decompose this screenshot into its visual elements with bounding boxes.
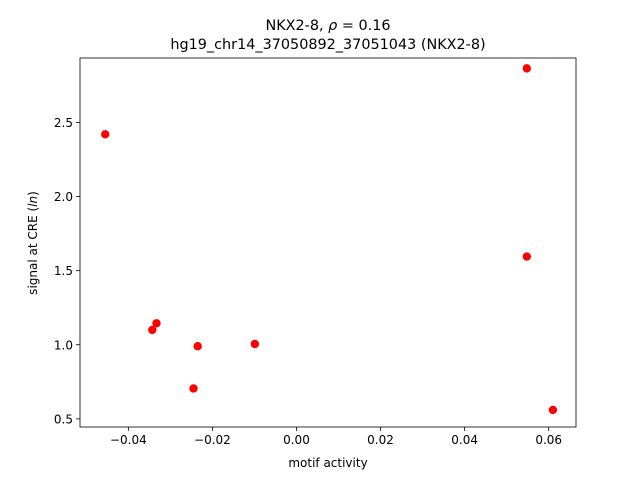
- data-point: [101, 130, 110, 139]
- data-point: [522, 252, 532, 261]
- title-rho: ρ: [328, 18, 337, 34]
- x-tick-label: 0.00: [283, 433, 310, 447]
- title-suffix: = 0.16: [337, 18, 390, 34]
- y-axis-label: signal at CRE (ln): [26, 191, 40, 295]
- y-label-suffix: ): [26, 191, 40, 196]
- y-label-prefix: signal at CRE (: [26, 207, 40, 295]
- data-point: [250, 339, 260, 349]
- data-point: [548, 405, 558, 415]
- y-tick-label: 1.0: [54, 338, 73, 352]
- x-axis-label: motif activity: [288, 456, 367, 470]
- x-tick-label: 0.04: [451, 433, 478, 447]
- y-tick-label: 1.5: [54, 264, 73, 278]
- x-tick-label: −0.04: [110, 433, 147, 447]
- data-point: [193, 342, 202, 351]
- x-tick-label: 0.02: [367, 433, 394, 447]
- chart-title-line2: hg19_chr14_37050892_37051043 (NKX2-8): [170, 37, 485, 53]
- chart-title-line1: NKX2-8, ρ = 0.16: [265, 18, 390, 34]
- data-point: [189, 384, 198, 393]
- y-tick-label: 0.5: [54, 412, 73, 426]
- data-point: [148, 325, 157, 335]
- x-tick-label: −0.02: [194, 433, 231, 447]
- y-label-italic: ln: [26, 196, 40, 207]
- y-tick-label: 2.5: [54, 116, 73, 130]
- x-tick-label: 0.06: [535, 433, 562, 447]
- title-prefix: NKX2-8,: [265, 18, 328, 34]
- y-tick-label: 2.0: [54, 190, 73, 204]
- plot-area: −0.04 −0.02 0.00 0.02 0.04 0.06 0.5 1.0 1.5 2.0 2.…: [54, 57, 577, 447]
- axes-frame: [79, 57, 577, 428]
- data-point: [152, 319, 161, 328]
- data-point: [522, 64, 532, 73]
